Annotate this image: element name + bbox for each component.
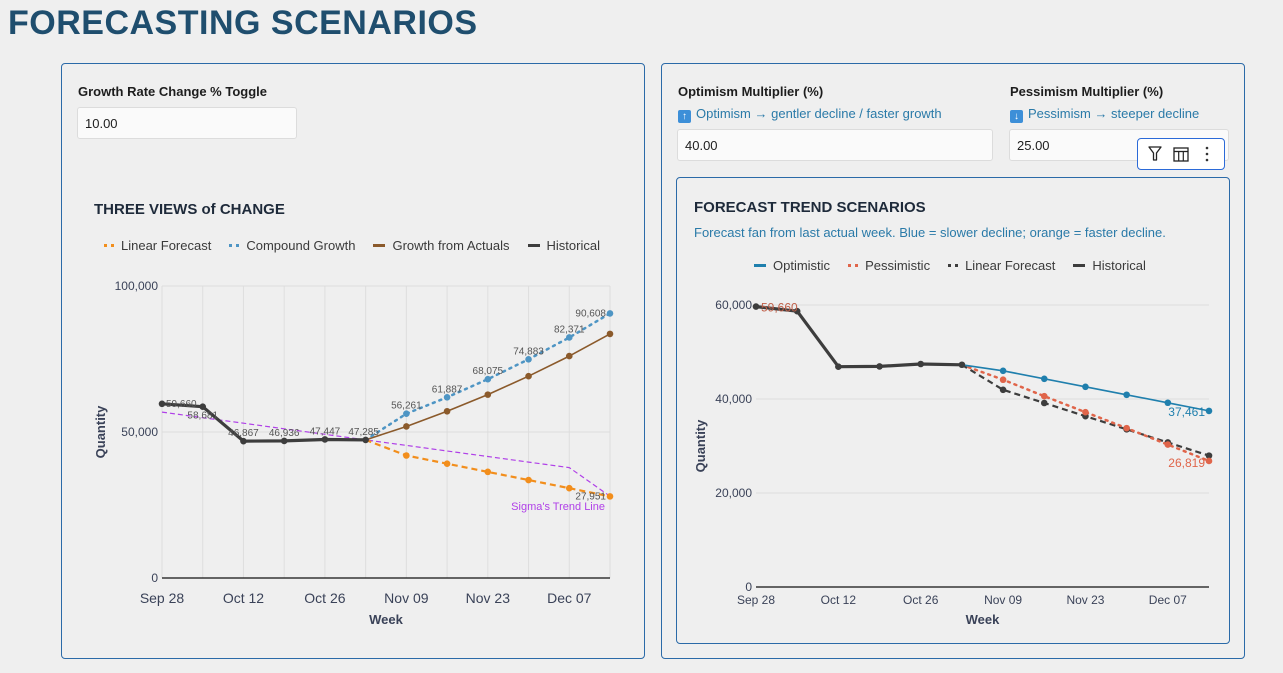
legend-linear-forecast[interactable]: Linear Forecast <box>104 238 211 253</box>
chart1-title: THREE VIEWS of CHANGE <box>94 201 285 218</box>
optimism-hint-text: Optimism → gentler decline / faster grow… <box>696 106 942 121</box>
legend-pessimistic[interactable]: Pessimistic <box>848 258 930 273</box>
legend-label: Optimistic <box>773 258 831 273</box>
legend-historical[interactable]: Historical <box>527 238 600 253</box>
chart2-title: FORECAST TREND SCENARIOS <box>694 199 926 216</box>
legend-swatch <box>754 264 766 267</box>
legend-swatch <box>104 244 114 247</box>
pessimism-hint-text: Pessimism → steeper decline <box>1028 106 1200 121</box>
chart2-legend: Optimistic Pessimistic Linear Forecast H… <box>754 258 1146 273</box>
legend-swatch <box>848 264 859 267</box>
legend-historical[interactable]: Historical <box>1073 258 1146 273</box>
growth-rate-input[interactable] <box>77 107 297 139</box>
pessimism-hint: ↓ Pessimism → steeper decline <box>1010 106 1199 123</box>
more-vertical-icon[interactable] <box>1198 145 1216 163</box>
optimism-label: Optimism Multiplier (%) <box>678 84 824 99</box>
legend-swatch <box>1073 264 1086 267</box>
legend-label: Growth from Actuals <box>392 238 510 253</box>
optimism-hint: ↑ Optimism → gentler decline / faster gro… <box>678 106 942 123</box>
legend-swatch <box>527 244 540 247</box>
forecast-trend-card[interactable] <box>676 177 1230 644</box>
down-arrow-icon: ↓ <box>1010 110 1023 123</box>
filter-icon[interactable] <box>1146 145 1164 163</box>
pessimism-label: Pessimism Multiplier (%) <box>1010 84 1164 99</box>
growth-rate-label: Growth Rate Change % Toggle <box>78 84 267 99</box>
page-title: FORECASTING SCENARIOS <box>8 4 478 42</box>
chart2-subtitle: Forecast fan from last actual week. Blue… <box>694 225 1166 240</box>
element-toolbar <box>1137 138 1225 170</box>
left-panel <box>61 63 645 659</box>
legend-label: Linear Forecast <box>121 238 212 253</box>
legend-linear-forecast[interactable]: Linear Forecast <box>948 258 1055 273</box>
legend-label: Historical <box>546 238 600 253</box>
optimism-input[interactable] <box>677 129 993 161</box>
legend-label: Compound Growth <box>246 238 356 253</box>
table-icon[interactable] <box>1172 145 1190 163</box>
legend-label: Historical <box>1092 258 1146 273</box>
legend-optimistic[interactable]: Optimistic <box>754 258 830 273</box>
legend-label: Linear Forecast <box>965 258 1056 273</box>
chart1-legend: Linear Forecast Compound Growth Growth f… <box>104 238 600 253</box>
legend-label: Pessimistic <box>865 258 931 273</box>
legend-growth-from-actuals[interactable]: Growth from Actuals <box>373 238 510 253</box>
legend-compound-growth[interactable]: Compound Growth <box>229 238 355 253</box>
legend-swatch <box>229 244 240 247</box>
legend-swatch <box>948 264 959 267</box>
legend-swatch <box>373 244 386 247</box>
up-arrow-icon: ↑ <box>678 110 691 123</box>
